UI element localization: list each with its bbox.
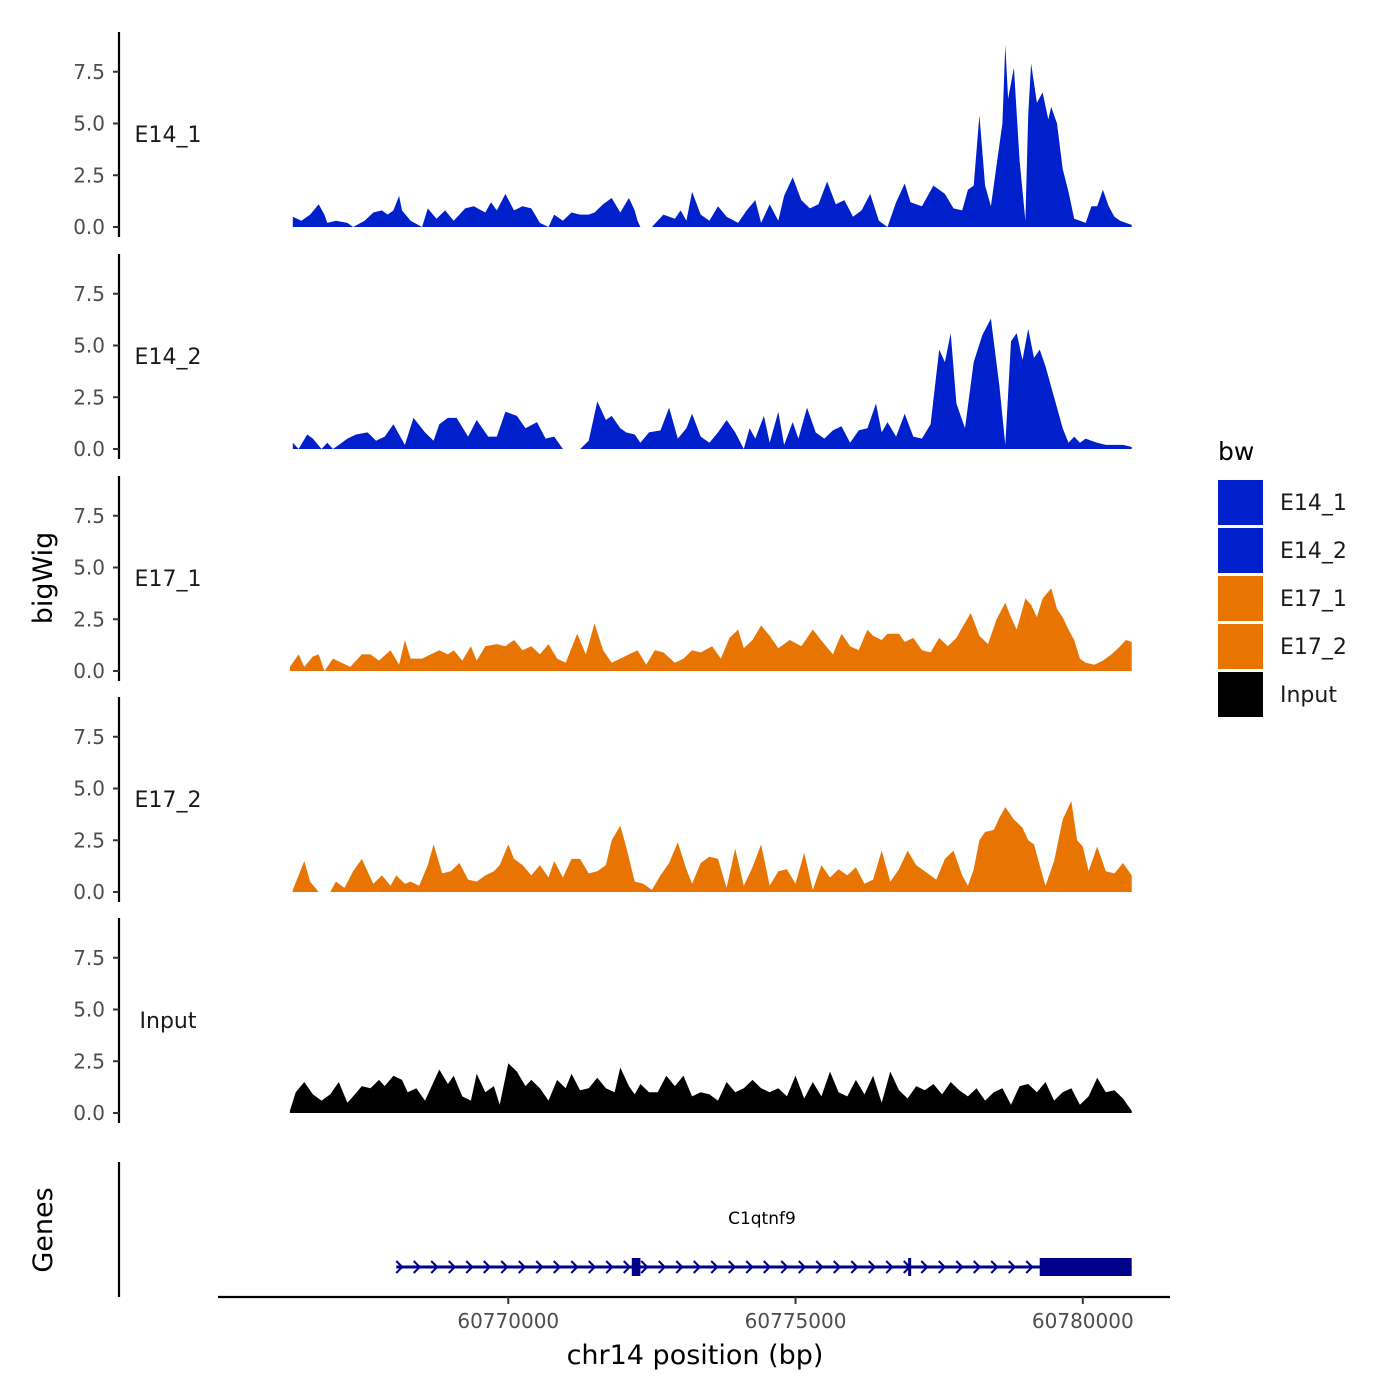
strand-arrow: [588, 1260, 597, 1274]
strand-arrow: [780, 1260, 789, 1274]
y-tick-label: 7.5: [73, 504, 105, 528]
y-tick-label: 7.5: [73, 725, 105, 749]
strand-arrow: [570, 1260, 579, 1274]
strand-arrow: [973, 1260, 982, 1274]
x-axis: 60770000 60775000 60780000: [218, 1295, 1170, 1333]
y-tick-label: 0.0: [73, 1101, 105, 1125]
legend-key-E14_2: [1218, 528, 1263, 573]
legend-label: Input: [1280, 683, 1337, 708]
coverage-area-E14_1: [292, 44, 1132, 227]
track-E17_1: 0.0 2.5 5.0 7.5 E17_1: [73, 476, 1132, 683]
x-tick-label: 60780000: [1032, 1309, 1134, 1333]
track-label: E17_1: [135, 567, 202, 592]
y-tick-label: 0.0: [73, 437, 105, 461]
x-axis-title: chr14 position (bp): [567, 1340, 824, 1371]
y-tick-label: 5.0: [73, 777, 105, 801]
bigwig-tracks: 0.0 2.5 5.0 7.5 E14_1 0.0 2.5 5.0 7.5 E14_2 0.0 2.5…: [73, 32, 1132, 1125]
strand-arrow: [815, 1260, 824, 1274]
legend-title: bw: [1218, 437, 1254, 466]
y-tick-label: 5.0: [73, 334, 105, 358]
strand-arrow: [885, 1260, 894, 1274]
strand-arrow: [658, 1260, 667, 1274]
strand-arrow: [448, 1260, 457, 1274]
legend-label: E17_1: [1280, 587, 1347, 612]
y-tick-label: 0.0: [73, 880, 105, 904]
strand-arrow: [955, 1260, 964, 1274]
strand-arrow: [745, 1260, 754, 1274]
strand-arrow: [938, 1260, 947, 1274]
legend-label: E14_1: [1280, 491, 1347, 516]
y-tick-label: 0.0: [73, 215, 105, 239]
strand-arrow: [535, 1260, 544, 1274]
y-tick-label: 5.0: [73, 998, 105, 1022]
y-tick-label: 7.5: [73, 282, 105, 306]
strand-arrow: [868, 1260, 877, 1274]
legend-key-E17_1: [1218, 576, 1263, 621]
y-tick-label: 7.5: [73, 946, 105, 970]
y-tick-label: 0.0: [73, 659, 105, 683]
strand-arrow: [763, 1260, 772, 1274]
coverage-area-E17_2: [292, 800, 1132, 892]
coverage-area-Input: [289, 1063, 1132, 1113]
strand-arrow: [798, 1260, 807, 1274]
strand-arrow: [430, 1260, 439, 1274]
gene-exon: [631, 1258, 641, 1276]
gene-track: C1qtnf9: [117, 1162, 1132, 1297]
y-tick-label: 2.5: [73, 385, 105, 409]
strand-arrow: [623, 1260, 632, 1274]
y-tick-label: 2.5: [73, 163, 105, 187]
strand-arrow: [483, 1260, 492, 1274]
track-label: E14_2: [135, 345, 202, 370]
x-tick-label: 60770000: [457, 1309, 559, 1333]
y-axis-title: bigWig: [28, 532, 59, 625]
y-tick-label: 2.5: [73, 1049, 105, 1073]
y-tick-label: 5.0: [73, 556, 105, 580]
track-E14_1: 0.0 2.5 5.0 7.5 E14_1: [73, 32, 1132, 239]
legend-key-Input: [1218, 672, 1263, 717]
strand-arrow: [850, 1260, 859, 1274]
strand-arrow: [640, 1260, 649, 1274]
x-tick-label: 60775000: [745, 1309, 847, 1333]
gene-exon: [908, 1258, 912, 1276]
strand-arrow: [710, 1260, 719, 1274]
strand-arrow: [500, 1260, 509, 1274]
track-E14_2: 0.0 2.5 5.0 7.5 E14_2: [73, 254, 1132, 461]
track-Input: 0.0 2.5 5.0 7.5 Input: [73, 918, 1132, 1125]
strand-arrow: [990, 1260, 999, 1274]
coverage-area-E17_1: [289, 588, 1132, 671]
genes-axis-title: Genes: [28, 1187, 59, 1272]
strand-arrow: [553, 1260, 562, 1274]
legend: bw E14_1 E14_2 E17_1 E17_2 Input: [1218, 437, 1347, 717]
strand-arrow: [1008, 1260, 1017, 1274]
track-E17_2: 0.0 2.5 5.0 7.5 E17_2: [73, 697, 1132, 904]
legend-label: E17_2: [1280, 635, 1347, 660]
strand-arrow: [920, 1260, 929, 1274]
track-label: Input: [140, 1009, 197, 1034]
y-tick-label: 2.5: [73, 828, 105, 852]
strand-arrow: [465, 1260, 474, 1274]
legend-label: E14_2: [1280, 539, 1347, 564]
y-tick-label: 2.5: [73, 607, 105, 631]
strand-arrow: [728, 1260, 737, 1274]
gene-label: C1qtnf9: [728, 1209, 796, 1229]
strand-arrow: [693, 1260, 702, 1274]
strand-arrow: [413, 1260, 422, 1274]
strand-arrow: [675, 1260, 684, 1274]
gene-exon: [1039, 1258, 1132, 1276]
y-tick-label: 5.0: [73, 112, 105, 136]
strand-arrow: [1025, 1260, 1034, 1274]
strand-arrow: [833, 1260, 842, 1274]
coverage-area-E14_2: [292, 318, 1132, 449]
legend-key-E14_1: [1218, 480, 1263, 525]
strand-arrow: [395, 1260, 404, 1274]
track-label: E14_1: [135, 123, 202, 148]
strand-arrow: [518, 1260, 527, 1274]
y-tick-label: 7.5: [73, 60, 105, 84]
track-label: E17_2: [135, 788, 202, 813]
strand-arrow: [605, 1260, 614, 1274]
legend-key-E17_2: [1218, 624, 1263, 669]
